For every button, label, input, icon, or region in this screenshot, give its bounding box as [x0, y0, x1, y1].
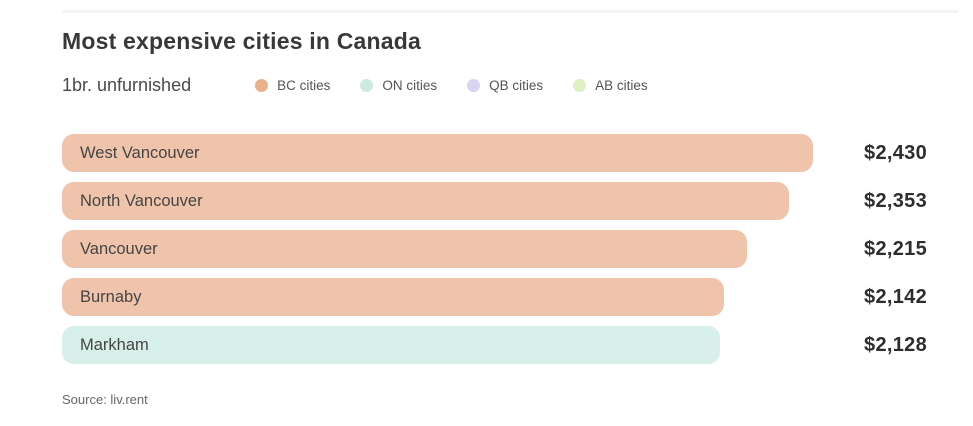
top-divider: [62, 10, 958, 13]
legend-item: QB cities: [467, 78, 543, 93]
bar-city-label: Markham: [80, 335, 149, 354]
legend-dot-icon: [255, 78, 269, 92]
subtitle-row: 1br. unfurnished BC cities ON cities QB …: [62, 72, 927, 98]
bar-city-label: North Vancouver: [80, 191, 203, 210]
bar-track: Burnaby: [62, 278, 813, 316]
bar-value-label: $2,128: [864, 333, 927, 356]
bar: West Vancouver: [62, 134, 813, 172]
legend-dot-icon: [573, 78, 587, 92]
bar-track: West Vancouver: [62, 134, 813, 172]
bar-chart-area: West Vancouver $2,430 North Vancouver $2…: [62, 134, 927, 374]
bar-value-label: $2,430: [864, 141, 927, 164]
bar-value-label: $2,142: [864, 285, 927, 308]
legend-item: AB cities: [573, 78, 648, 93]
legend-item: BC cities: [255, 78, 330, 93]
legend-label: AB cities: [595, 77, 648, 93]
bar: Vancouver: [62, 230, 747, 268]
bar-value-label: $2,353: [864, 189, 927, 212]
legend-dot-icon: [360, 78, 374, 92]
bar-city-label: Burnaby: [80, 287, 142, 306]
bar-track: North Vancouver: [62, 182, 813, 220]
bar: North Vancouver: [62, 182, 789, 220]
source-credit: Source: liv.rent: [62, 392, 148, 407]
bar: Burnaby: [62, 278, 724, 316]
bar-track: Markham: [62, 326, 813, 364]
legend: BC cities ON cities QB cities AB cities: [255, 78, 648, 93]
legend-item: ON cities: [360, 78, 437, 93]
legend-label: ON cities: [382, 77, 438, 93]
bar-row: Markham $2,128: [62, 326, 927, 364]
bar-row: West Vancouver $2,430: [62, 134, 927, 172]
bar-city-label: Vancouver: [80, 239, 158, 258]
legend-dot-icon: [467, 78, 481, 92]
legend-label: QB cities: [489, 77, 544, 93]
bar-track: Vancouver: [62, 230, 813, 268]
bar-row: Burnaby $2,142: [62, 278, 927, 316]
chart-title: Most expensive cities in Canada: [62, 28, 421, 54]
chart-subtitle: 1br. unfurnished: [62, 74, 192, 95]
bar-row: Vancouver $2,215: [62, 230, 927, 268]
bar-city-label: West Vancouver: [80, 143, 200, 162]
bar: Markham: [62, 326, 720, 364]
bar-value-label: $2,215: [864, 237, 927, 260]
bar-row: North Vancouver $2,353: [62, 182, 927, 220]
legend-label: BC cities: [277, 77, 331, 93]
